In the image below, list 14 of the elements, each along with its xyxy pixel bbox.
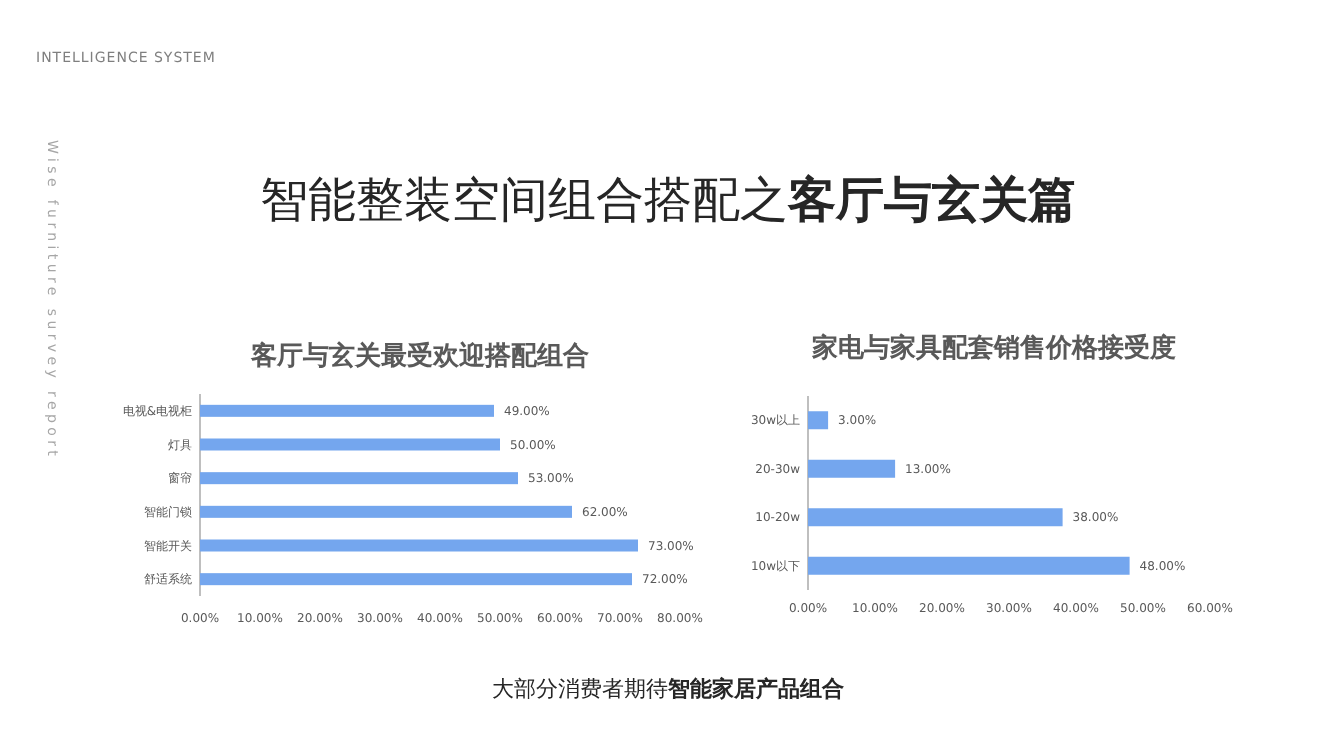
text: 大部分消费者期待智能家居产品组合 <box>492 676 846 702</box>
bar <box>200 404 494 417</box>
bar <box>808 459 896 478</box>
bar <box>808 508 1063 527</box>
chart-title: 家电与家具配套销售价格接受度 <box>810 332 1176 364</box>
bar <box>200 505 572 518</box>
bar <box>808 411 829 430</box>
text: 智能整装空间组合搭配之客厅与玄关篇 <box>260 172 1076 228</box>
bar <box>200 573 632 586</box>
bar <box>808 556 1130 575</box>
chart-title: 客厅与玄关最受欢迎搭配组合 <box>249 340 589 372</box>
bar <box>200 472 518 485</box>
bar <box>200 539 638 552</box>
bar <box>200 438 500 451</box>
